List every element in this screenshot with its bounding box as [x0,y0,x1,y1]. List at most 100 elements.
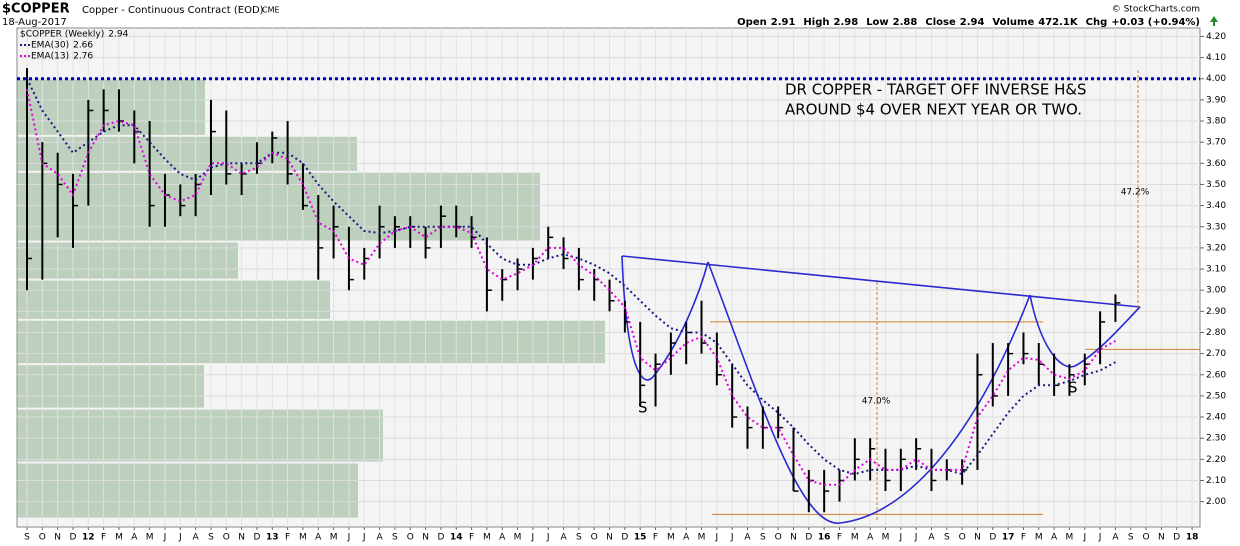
x-tick-label: J [347,533,351,543]
x-tick-label: A [131,533,138,543]
date: 18-Aug-2017 [2,17,67,28]
x-tick-label: N [422,533,429,543]
x-tick-label: M [851,533,859,543]
legend-value: 2.66 [73,41,93,51]
annotation: S [1068,379,1078,397]
y-tick-label: 3.50 [1206,180,1226,190]
x-tick-label: J [546,533,550,543]
right-shoulder [1029,294,1141,368]
y-tick-label: 3.30 [1206,222,1226,232]
x-tick-label: J [531,533,535,543]
y-tick-label: 4.10 [1206,53,1226,63]
x-tick-label: D [437,533,444,543]
volume-by-price-bar [17,409,383,462]
quote-value: 472.1K [1038,17,1079,28]
x-tick-label: J [163,533,167,543]
x-tick-label: M [146,533,154,543]
annotation: DR COPPER - TARGET OFF INVERSE H&S [785,81,1087,99]
x-tick-label: M [330,533,338,543]
x-tick-label: N [1158,533,1165,543]
quote-value: +0.03 (+0.94%) [1111,17,1200,28]
x-tick-label: M [1035,533,1043,543]
x-tick-label: J [362,533,366,543]
volume-by-price-bar [17,463,358,518]
x-tick-label: D [253,533,260,543]
y-tick-label: 4.00 [1206,74,1226,84]
head [707,261,1031,524]
ema-line [26,89,1116,486]
quote-label: Volume [992,17,1034,28]
y-tick-label: 3.80 [1206,117,1226,127]
legend-label: $COPPER (Weekly) [20,30,104,40]
x-tick-label: 17 [1002,533,1015,543]
volume-by-price-bar [17,242,238,279]
volume-by-price-bar [17,365,204,408]
y-tick-label: 2.50 [1206,391,1226,401]
y-tick-label: 2.20 [1206,455,1226,465]
y-tick-label: 2.00 [1206,497,1226,507]
x-tick-label: A [1051,533,1058,543]
left-shoulder [621,255,709,381]
x-tick-label: A [377,533,384,543]
x-tick-label: A [315,533,322,543]
x-tick-label: N [238,533,245,543]
volume-by-price-bar [17,280,330,319]
quote-label: High [803,17,829,28]
y-tick-label: 2.30 [1206,434,1226,444]
y-tick-label: 3.60 [1206,159,1226,169]
x-tick-label: S [576,533,582,543]
y-tick-label: 2.10 [1206,476,1226,486]
x-tick-label: O [1143,533,1150,543]
x-tick-label: 14 [450,533,463,543]
x-tick-label: N [54,533,61,543]
x-tick-label: F [837,533,842,543]
x-tick-label: D [805,533,812,543]
x-tick-label: A [1112,533,1119,543]
volume-by-price-bar [17,79,205,135]
annotation: 47.2% [1121,188,1150,198]
x-tick-label: N [606,533,613,543]
x-tick-label: A [560,533,567,543]
x-tick-label: N [974,533,981,543]
measure-lines [876,70,1139,520]
annotation: 47.0% [862,397,891,407]
x-tick-label: M [698,533,706,543]
x-tick-label: M [1066,533,1074,543]
x-tick-label: O [591,533,598,543]
x-tick-label: J [1082,533,1086,543]
x-tick-label: A [744,533,751,543]
x-tick-label: A [193,533,200,543]
symbol: $COPPER [2,2,70,17]
x-tick-label: F [285,533,290,543]
y-tick-label: 2.40 [1206,413,1226,423]
x-tick-label: F [653,533,658,543]
x-tick-label: 18 [1186,533,1199,543]
x-tick-label: J [730,533,734,543]
volume-by-price-bar [17,172,540,241]
x-tick-label: O [775,533,782,543]
x-tick-label: J [715,533,719,543]
x-tick-label: D [70,533,77,543]
y-tick-label: 2.90 [1206,307,1226,317]
quote-label: Open [737,17,767,28]
x-tick-label: O [39,533,46,543]
y-tick-label: 3.70 [1206,138,1226,148]
x-tick-label: O [407,533,414,543]
y-tick-label: 3.10 [1206,265,1226,275]
x-tick-label: A [499,533,506,543]
x-tick-label: M [514,533,522,543]
x-tick-label: A [928,533,935,543]
x-tick-label: M [299,533,307,543]
x-tick-label: 13 [266,533,279,543]
pattern-lines [621,255,1141,524]
quote-value: 2.98 [834,17,859,28]
annotation: S [638,399,648,417]
quote-label: Close [925,17,956,28]
x-tick-label: 15 [634,533,647,543]
annotation: AROUND $4 OVER NEXT YEAR OR TWO. [785,101,1082,119]
x-tick-label: M [115,533,123,543]
x-tick-label: D [1173,533,1180,543]
x-tick-label: S [1128,533,1134,543]
